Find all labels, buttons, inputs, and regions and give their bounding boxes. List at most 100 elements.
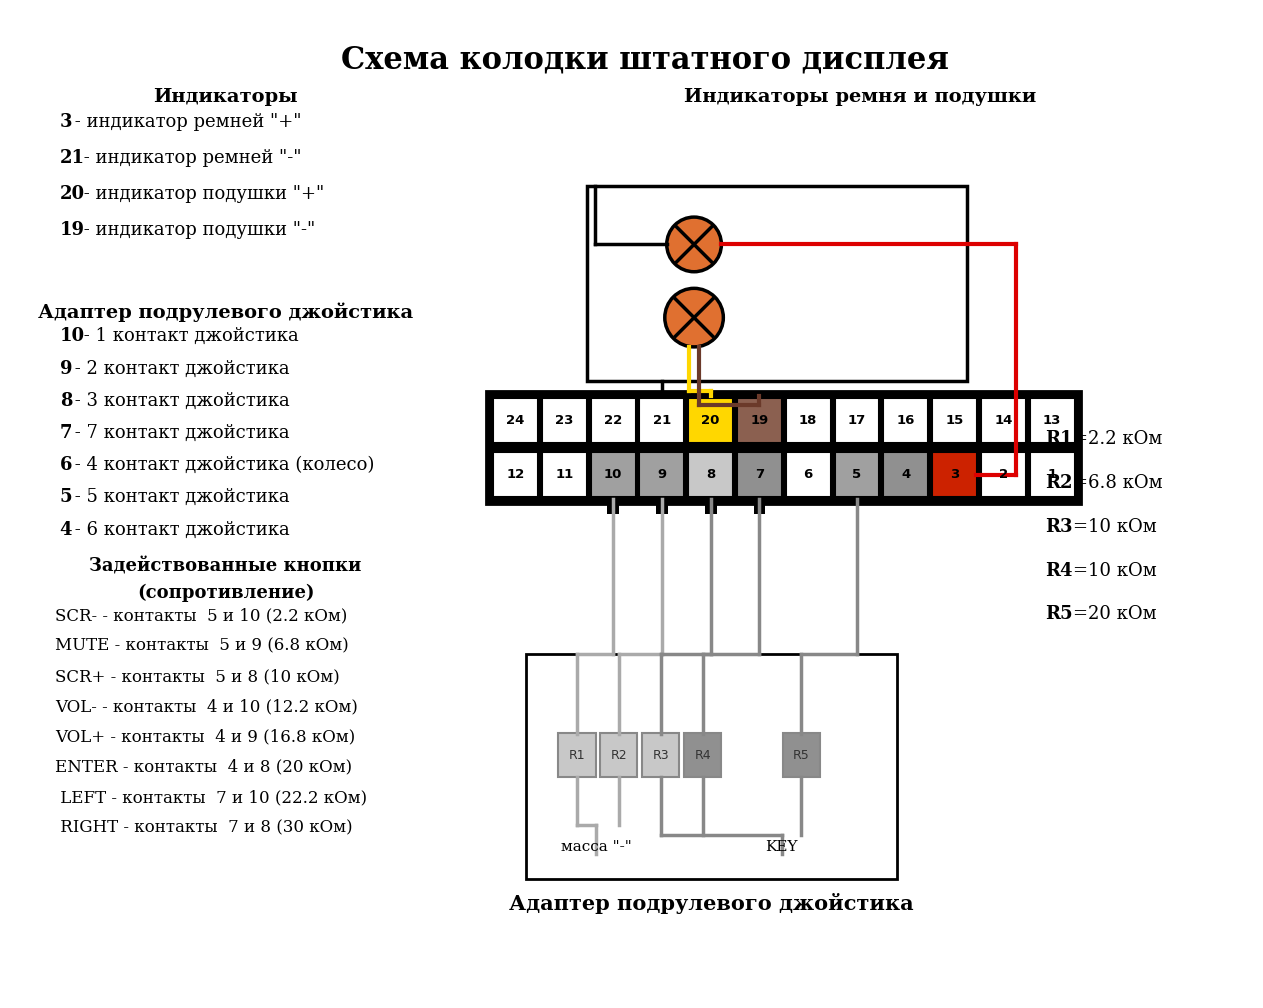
FancyBboxPatch shape <box>754 499 765 514</box>
FancyBboxPatch shape <box>981 453 1026 497</box>
Text: 4: 4 <box>59 520 72 538</box>
Text: SCR- - контакты  5 и 10 (2.2 кОм): SCR- - контакты 5 и 10 (2.2 кОм) <box>54 608 347 624</box>
Text: R3: R3 <box>653 749 669 762</box>
Text: - 1 контакт джойстика: - 1 контакт джойстика <box>78 328 299 346</box>
FancyBboxPatch shape <box>738 397 782 443</box>
Text: 20: 20 <box>59 184 85 203</box>
Text: R2: R2 <box>610 749 628 762</box>
FancyBboxPatch shape <box>527 654 897 879</box>
Text: =20 кОм: =20 кОм <box>1072 606 1157 624</box>
Text: 12: 12 <box>506 469 524 481</box>
Text: 19: 19 <box>750 413 769 426</box>
Text: 19: 19 <box>59 221 85 239</box>
FancyBboxPatch shape <box>587 185 967 381</box>
Text: 24: 24 <box>506 413 524 426</box>
Text: 14: 14 <box>994 413 1013 426</box>
Text: =6.8 кОм: =6.8 кОм <box>1072 474 1162 492</box>
Text: 7: 7 <box>755 469 764 481</box>
Text: - 6 контакт джойстика: - 6 контакт джойстика <box>69 520 289 538</box>
Text: 21: 21 <box>59 149 85 166</box>
Text: 10: 10 <box>604 469 623 481</box>
Text: R2: R2 <box>1046 474 1072 492</box>
Text: 10: 10 <box>59 328 85 346</box>
FancyBboxPatch shape <box>542 397 587 443</box>
Text: R4: R4 <box>1046 561 1072 580</box>
FancyBboxPatch shape <box>705 499 716 514</box>
FancyBboxPatch shape <box>493 453 538 497</box>
Text: R5: R5 <box>1046 606 1074 624</box>
FancyBboxPatch shape <box>738 453 782 497</box>
FancyBboxPatch shape <box>558 733 595 777</box>
Text: Задействованные кнопки: Задействованные кнопки <box>90 557 361 576</box>
FancyBboxPatch shape <box>493 397 538 443</box>
Text: 21: 21 <box>653 413 671 426</box>
Text: 9: 9 <box>657 469 667 481</box>
FancyBboxPatch shape <box>486 391 1081 504</box>
Text: R4: R4 <box>695 749 711 762</box>
FancyBboxPatch shape <box>591 397 635 443</box>
Text: 13: 13 <box>1043 413 1061 426</box>
Text: Адаптер подрулевого джойстика: Адаптер подрулевого джойстика <box>38 303 413 323</box>
FancyBboxPatch shape <box>655 499 668 514</box>
Text: R1: R1 <box>568 749 585 762</box>
Text: 17: 17 <box>847 413 866 426</box>
Text: 2: 2 <box>999 469 1008 481</box>
Text: R5: R5 <box>793 749 810 762</box>
Text: 1: 1 <box>1047 469 1057 481</box>
FancyBboxPatch shape <box>835 397 879 443</box>
Text: - индикатор ремней "-": - индикатор ремней "-" <box>78 149 302 166</box>
FancyBboxPatch shape <box>783 733 820 777</box>
Text: 3: 3 <box>950 469 959 481</box>
Text: - 5 контакт джойстика: - 5 контакт джойстика <box>69 489 289 506</box>
Text: 18: 18 <box>799 413 817 426</box>
FancyBboxPatch shape <box>639 453 685 497</box>
Text: - 7 контакт джойстика: - 7 контакт джойстика <box>69 424 289 442</box>
FancyBboxPatch shape <box>688 453 733 497</box>
Text: MUTE - контакты  5 и 9 (6.8 кОм): MUTE - контакты 5 и 9 (6.8 кОм) <box>54 638 349 654</box>
Text: Индикаторы: Индикаторы <box>153 89 298 106</box>
Text: 16: 16 <box>897 413 914 426</box>
Text: 22: 22 <box>604 413 623 426</box>
Text: - индикатор ремней "+": - индикатор ремней "+" <box>69 113 302 131</box>
Text: Адаптер подрулевого джойстика: Адаптер подрулевого джойстика <box>509 893 914 914</box>
Text: 6: 6 <box>803 469 813 481</box>
Text: R3: R3 <box>1046 518 1072 535</box>
FancyBboxPatch shape <box>883 453 928 497</box>
Text: RIGHT - контакты  7 и 8 (30 кОм): RIGHT - контакты 7 и 8 (30 кОм) <box>54 820 352 837</box>
FancyBboxPatch shape <box>600 733 638 777</box>
Text: =10 кОм: =10 кОм <box>1072 561 1157 580</box>
FancyBboxPatch shape <box>981 397 1026 443</box>
Text: 5: 5 <box>853 469 861 481</box>
FancyBboxPatch shape <box>883 397 928 443</box>
FancyBboxPatch shape <box>591 453 635 497</box>
Text: VOL+ - контакты  4 и 9 (16.8 кОм): VOL+ - контакты 4 и 9 (16.8 кОм) <box>54 729 355 746</box>
FancyBboxPatch shape <box>688 397 733 443</box>
Text: (сопротивление): (сопротивление) <box>136 584 314 602</box>
FancyBboxPatch shape <box>932 453 978 497</box>
FancyBboxPatch shape <box>835 453 879 497</box>
FancyBboxPatch shape <box>608 499 619 514</box>
Text: 20: 20 <box>701 413 720 426</box>
Text: - индикатор подушки "+": - индикатор подушки "+" <box>78 184 325 203</box>
Text: 7: 7 <box>59 424 72 442</box>
Circle shape <box>664 288 724 347</box>
Text: 11: 11 <box>556 469 573 481</box>
Text: KEY: KEY <box>765 841 798 855</box>
Text: 9: 9 <box>59 360 72 378</box>
Text: - 4 контакт джойстика (колесо): - 4 контакт джойстика (колесо) <box>69 457 374 474</box>
Text: R1: R1 <box>1046 429 1072 448</box>
Text: VOL- - контакты  4 и 10 (12.2 кОм): VOL- - контакты 4 и 10 (12.2 кОм) <box>54 699 357 716</box>
Text: =2.2 кОм: =2.2 кОм <box>1072 429 1162 448</box>
FancyBboxPatch shape <box>542 453 587 497</box>
Text: 6: 6 <box>59 457 72 474</box>
Text: SCR+ - контакты  5 и 8 (10 кОм): SCR+ - контакты 5 и 8 (10 кОм) <box>54 668 340 685</box>
Text: - 3 контакт джойстика: - 3 контакт джойстика <box>69 392 289 410</box>
Text: - 2 контакт джойстика: - 2 контакт джойстика <box>69 360 289 378</box>
FancyBboxPatch shape <box>1029 397 1075 443</box>
Text: 23: 23 <box>554 413 573 426</box>
Text: 8: 8 <box>59 392 72 410</box>
FancyBboxPatch shape <box>685 733 721 777</box>
FancyBboxPatch shape <box>639 397 685 443</box>
Text: 15: 15 <box>946 413 964 426</box>
FancyBboxPatch shape <box>786 397 831 443</box>
